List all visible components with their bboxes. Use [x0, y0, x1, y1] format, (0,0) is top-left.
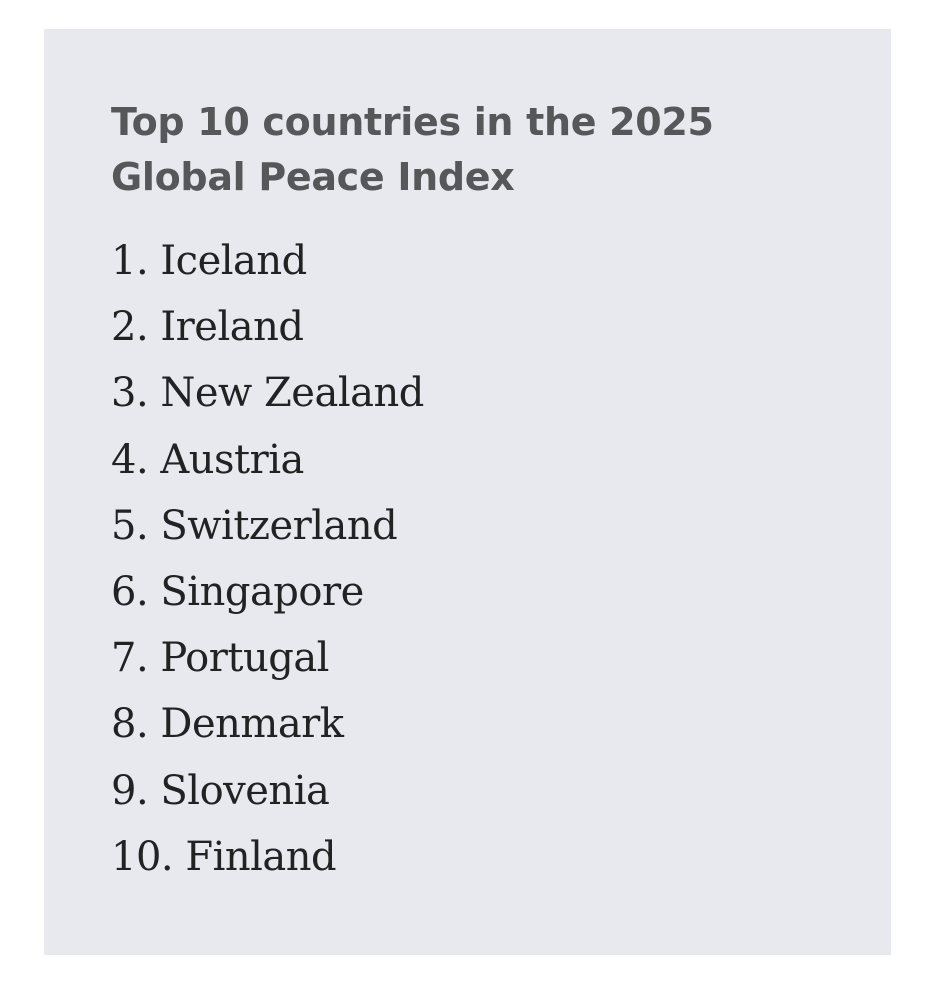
list-item: 5. Switzerland	[111, 502, 398, 549]
list-item: 7. Portugal	[111, 635, 329, 682]
list-item: 4. Austria	[111, 436, 304, 483]
info-card: Top 10 countries in the 2025 Global Peac…	[44, 29, 891, 955]
list-item: 9. Slovenia	[111, 767, 330, 814]
list-item: 3. New Zealand	[111, 370, 424, 417]
list-item: 2. Ireland	[111, 304, 304, 351]
list-item: 1. Iceland	[111, 238, 307, 284]
list-item: 10. Finland	[111, 833, 337, 880]
ranking-list: 1. Iceland 2. Ireland 3. New Zealand 4. …	[111, 228, 424, 890]
list-item: 6. Singapore	[111, 568, 364, 615]
card-title-line-1: Top 10 countries in the 2025	[111, 100, 714, 144]
card-title: Top 10 countries in the 2025 Global Peac…	[111, 95, 831, 205]
card-title-line-2: Global Peace Index	[111, 155, 515, 199]
list-item: 8. Denmark	[111, 701, 344, 748]
